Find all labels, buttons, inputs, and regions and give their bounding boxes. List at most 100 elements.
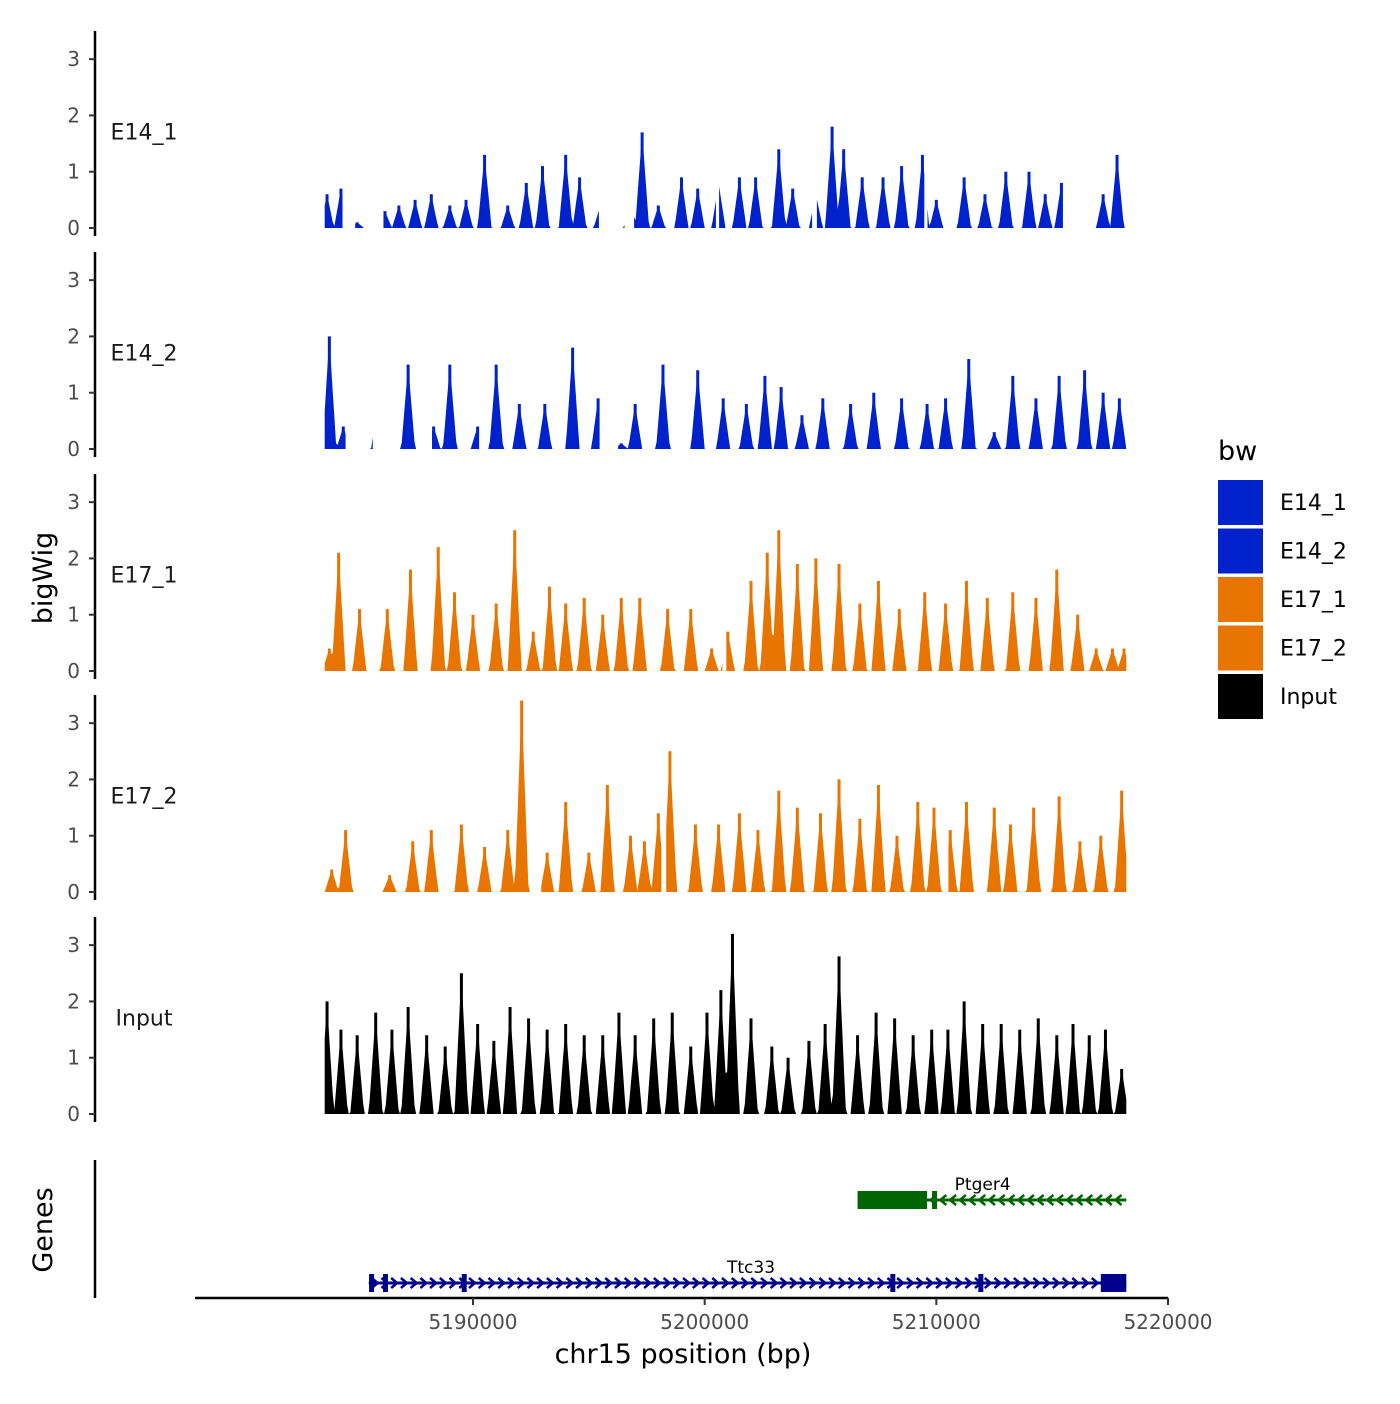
gene-exon <box>932 1191 938 1209</box>
strand-arrow <box>977 1194 987 1206</box>
y-tick-label: 0 <box>67 437 80 461</box>
strand-arrow <box>439 1277 448 1289</box>
signal-area <box>719 153 813 228</box>
signal-area <box>364 437 373 449</box>
signal-area <box>1087 158 1127 228</box>
strand-arrow <box>1006 1194 1016 1206</box>
strand-arrow <box>993 1277 1003 1289</box>
strand-arrow <box>1084 1194 1094 1206</box>
strand-arrow <box>906 1277 915 1289</box>
strand-arrow <box>555 1277 565 1289</box>
strand-arrow <box>536 1277 546 1289</box>
signal-area <box>384 159 599 228</box>
genes-panel: Ttc33 Ptger4 <box>93 1160 1127 1298</box>
strand-arrow <box>750 1277 760 1289</box>
legend-swatch <box>1218 480 1263 525</box>
strand-arrow <box>1032 1277 1042 1289</box>
genes-axis-title: Genes <box>28 1187 59 1272</box>
strand-arrow <box>653 1277 662 1289</box>
y-tick-label: 3 <box>67 47 80 71</box>
strand-arrow <box>925 1277 935 1289</box>
signal-area <box>634 132 716 228</box>
strand-arrow <box>1064 1194 1074 1206</box>
strand-arrow <box>429 1277 439 1289</box>
signal-area <box>666 761 942 892</box>
strand-arrow <box>516 1277 526 1289</box>
strand-arrow <box>1051 1277 1061 1289</box>
strand-arrow <box>948 1194 957 1206</box>
track-input: 0 1 2 3 Input <box>67 917 1127 1126</box>
strand-arrow <box>526 1277 536 1289</box>
strand-arrow <box>575 1277 584 1289</box>
strand-arrow <box>497 1277 507 1289</box>
strand-arrow <box>954 1277 964 1289</box>
gene-block <box>857 1191 928 1209</box>
strand-arrow <box>1003 1277 1013 1289</box>
strand-arrow <box>623 1277 633 1289</box>
y-tick-label: 3 <box>67 490 80 514</box>
track-e14-2: 0 1 2 3 E14_2 <box>67 252 1127 461</box>
strand-arrow <box>565 1277 575 1289</box>
legend: bw E14_1 E14_2 E17_1 E17_2 Input <box>1218 436 1347 719</box>
strand-arrow <box>1081 1277 1090 1289</box>
gene-ptger4: Ptger4 <box>857 1175 1127 1209</box>
strand-arrow <box>1094 1194 1103 1206</box>
signal-area <box>430 546 723 671</box>
gene-block <box>1100 1274 1127 1292</box>
strand-arrow <box>987 1194 996 1206</box>
track-e17-2: 0 1 2 3 E17_2 <box>67 695 1127 904</box>
signal-area <box>324 561 426 671</box>
strand-arrow <box>808 1277 818 1289</box>
strand-arrow <box>915 1277 925 1289</box>
strand-arrow <box>721 1277 730 1289</box>
strand-arrow <box>769 1277 779 1289</box>
strand-arrow <box>789 1277 799 1289</box>
strand-arrow <box>730 1277 740 1289</box>
signal-area <box>324 189 343 228</box>
strand-arrow <box>938 1194 948 1206</box>
gene-exon <box>978 1274 984 1292</box>
y-tick-label: 2 <box>67 324 80 348</box>
strand-arrow <box>1025 1194 1035 1206</box>
strand-arrow <box>1071 1277 1081 1289</box>
strand-arrow <box>828 1277 837 1289</box>
strand-arrow <box>837 1277 847 1289</box>
y-tick-label: 3 <box>67 933 80 957</box>
gene-exon <box>890 1274 896 1292</box>
strand-arrow <box>409 1277 419 1289</box>
signal-area <box>324 830 354 892</box>
strand-arrow <box>957 1194 967 1206</box>
strand-arrow <box>390 1277 400 1289</box>
strand-arrow <box>799 1277 808 1289</box>
strand-arrow <box>584 1277 594 1289</box>
gene-ttc33: Ttc33 <box>368 1258 1127 1292</box>
strand-arrow <box>487 1277 497 1289</box>
strand-arrow <box>1113 1194 1123 1206</box>
y-tick-label: 1 <box>67 603 80 627</box>
track-label: E17_2 <box>111 784 178 809</box>
strand-arrow <box>633 1277 643 1289</box>
strand-arrow <box>1090 1277 1100 1289</box>
strand-arrow <box>477 1277 487 1289</box>
y-axis-title: bigWig <box>28 532 59 625</box>
strand-arrow <box>896 1277 906 1289</box>
strand-arrow <box>876 1277 886 1289</box>
track-label: E17_1 <box>111 563 178 588</box>
y-tick-label: 1 <box>67 1046 80 1070</box>
strand-arrow <box>711 1277 721 1289</box>
signal-tracks: 0 1 2 3 E14_1 0 1 2 3 E14_2 0 1 2 3 E17_1 0 1 2 3 E17_2 0 1 2 3… <box>67 31 1127 1126</box>
strand-arrow <box>448 1277 458 1289</box>
strand-arrow <box>996 1194 1006 1206</box>
strand-arrow <box>1045 1194 1055 1206</box>
legend-swatch <box>1218 528 1263 574</box>
strand-arrow <box>760 1277 769 1289</box>
strand-arrow <box>857 1277 867 1289</box>
track-label: Input <box>116 1006 173 1031</box>
strand-arrow <box>983 1277 993 1289</box>
signal-area <box>485 356 599 449</box>
gene-exon <box>461 1274 467 1292</box>
strand-arrow <box>400 1277 409 1289</box>
signal-area <box>618 364 1127 449</box>
y-tick-label: 2 <box>67 546 80 570</box>
